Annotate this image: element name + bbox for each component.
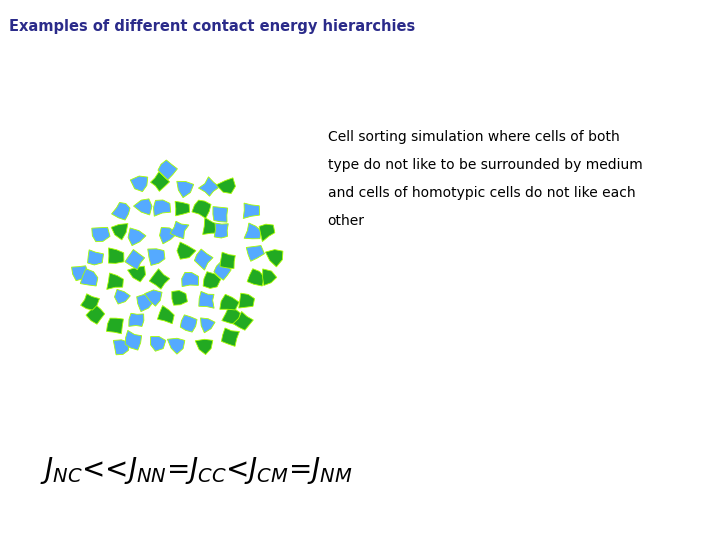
Polygon shape — [247, 269, 264, 286]
Polygon shape — [88, 250, 104, 265]
Polygon shape — [158, 306, 174, 323]
Polygon shape — [202, 218, 219, 234]
Polygon shape — [109, 248, 124, 264]
Polygon shape — [112, 202, 130, 220]
Polygon shape — [158, 160, 177, 180]
Polygon shape — [200, 318, 215, 333]
Text: Cell sorting simulation where cells of both: Cell sorting simulation where cells of b… — [328, 130, 619, 144]
Polygon shape — [148, 249, 165, 266]
Polygon shape — [137, 295, 153, 312]
Polygon shape — [266, 249, 283, 267]
Polygon shape — [220, 252, 235, 268]
Text: other: other — [328, 214, 364, 228]
Polygon shape — [170, 221, 189, 239]
Polygon shape — [125, 330, 142, 350]
Polygon shape — [221, 328, 240, 346]
Polygon shape — [160, 227, 178, 244]
Text: Examples of different contact energy hierarchies: Examples of different contact energy hie… — [9, 19, 415, 34]
Polygon shape — [153, 200, 171, 216]
Polygon shape — [213, 206, 228, 222]
Polygon shape — [203, 272, 221, 288]
Polygon shape — [111, 224, 128, 240]
Polygon shape — [220, 294, 239, 310]
Polygon shape — [199, 177, 220, 196]
Polygon shape — [107, 318, 123, 334]
Polygon shape — [177, 181, 194, 198]
Polygon shape — [86, 305, 104, 324]
Polygon shape — [199, 292, 214, 308]
Polygon shape — [150, 336, 166, 351]
Polygon shape — [133, 199, 152, 215]
Polygon shape — [114, 289, 130, 304]
Text: type do not like to be surrounded by medium: type do not like to be surrounded by med… — [328, 158, 642, 172]
Polygon shape — [244, 223, 261, 239]
Polygon shape — [128, 228, 146, 246]
Polygon shape — [263, 269, 276, 286]
Polygon shape — [233, 312, 253, 330]
Polygon shape — [214, 261, 231, 280]
Polygon shape — [246, 246, 264, 261]
Polygon shape — [107, 273, 123, 289]
Polygon shape — [150, 172, 170, 191]
Polygon shape — [91, 227, 110, 242]
Polygon shape — [172, 291, 187, 305]
Polygon shape — [180, 315, 197, 332]
Polygon shape — [192, 200, 211, 218]
Polygon shape — [80, 269, 98, 286]
Polygon shape — [130, 176, 148, 192]
Polygon shape — [243, 203, 260, 219]
Polygon shape — [215, 223, 228, 238]
Polygon shape — [113, 340, 129, 355]
Polygon shape — [239, 293, 255, 308]
Polygon shape — [175, 201, 189, 216]
Polygon shape — [222, 308, 240, 325]
Polygon shape — [127, 266, 145, 282]
Polygon shape — [145, 290, 162, 306]
Polygon shape — [259, 224, 275, 241]
Polygon shape — [216, 178, 235, 193]
Polygon shape — [71, 266, 89, 281]
Text: and cells of homotypic cells do not like each: and cells of homotypic cells do not like… — [328, 186, 635, 200]
Text: $J_{NC}$<<$J_{NN}$=$J_{CC}$<$J_{CM}$=$J_{NM}$: $J_{NC}$<<$J_{NN}$=$J_{CC}$<$J_{CM}$=$J_… — [40, 455, 352, 486]
Polygon shape — [81, 294, 99, 310]
Polygon shape — [149, 269, 170, 289]
Polygon shape — [167, 338, 185, 354]
Polygon shape — [129, 313, 144, 327]
Polygon shape — [195, 339, 213, 355]
Polygon shape — [194, 249, 213, 270]
Polygon shape — [177, 242, 196, 259]
Polygon shape — [181, 272, 199, 287]
Polygon shape — [125, 249, 145, 270]
